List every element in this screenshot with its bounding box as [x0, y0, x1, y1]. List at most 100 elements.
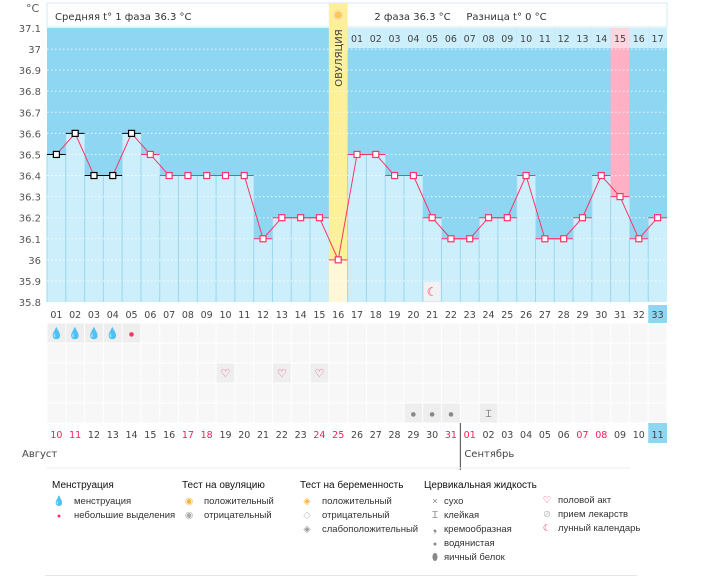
marker-cell	[611, 403, 629, 423]
marker-cell	[442, 323, 460, 343]
current-day-cell	[648, 305, 667, 323]
marker-cell	[235, 323, 254, 343]
marker-cell	[648, 383, 667, 403]
heart-icon: ♡	[221, 367, 231, 380]
date-label: 11	[69, 430, 81, 441]
marker-cell	[479, 363, 498, 383]
temperature-bar	[159, 175, 179, 302]
cycle-day-label: 19	[389, 310, 401, 321]
date-label: 18	[201, 430, 213, 441]
cycle-day-label: 03	[88, 310, 100, 321]
post-ovulation-day: 09	[501, 34, 513, 45]
cycle-day-label: 30	[595, 310, 607, 321]
legend-label: сухо	[444, 496, 464, 507]
post-ovulation-day: 03	[389, 34, 401, 45]
marker-cell	[254, 403, 272, 423]
cycle-day-label: 13	[276, 310, 288, 321]
post-ovulation-day: 08	[482, 34, 494, 45]
phase2-label: 2 фаза 36.3 °C	[374, 12, 450, 23]
moon-cell	[423, 282, 441, 301]
marker-cell	[460, 323, 479, 343]
marker-cell	[517, 343, 535, 363]
y-axis-unit: °C	[26, 2, 40, 15]
marker-cell	[85, 403, 103, 423]
post-ovulation-cell	[422, 28, 442, 48]
temperature-point	[278, 214, 286, 222]
temperature-point	[541, 235, 549, 243]
temperature-point	[109, 171, 117, 180]
post-ovulation-day: 14	[595, 34, 607, 45]
temperature-point	[560, 235, 568, 243]
marker-cell	[103, 383, 122, 403]
marker-cell	[385, 403, 404, 423]
temperature-bar	[253, 238, 273, 302]
cycle-day-label: 18	[370, 310, 382, 321]
marker-cell	[329, 363, 348, 383]
post-ovulation-cell	[347, 28, 367, 48]
temperature-point	[466, 235, 474, 243]
cycle-day-label: 11	[238, 310, 250, 321]
marker-cell	[329, 323, 348, 343]
cycle-day-label: 06	[144, 310, 156, 321]
marker-cell	[66, 343, 85, 363]
legend-pregnancy-test: Тест на беременность ◈ положительный ◇ отр…	[300, 480, 418, 537]
marker-cell	[197, 383, 216, 403]
y-tick-label: 36.6	[19, 129, 41, 140]
cycle-day-label: 32	[633, 310, 645, 321]
marker-cell	[517, 323, 535, 343]
y-tick-label: 36.1	[19, 235, 41, 246]
marker-cell	[423, 383, 442, 403]
marker-cell	[103, 363, 122, 383]
marker-cell	[479, 383, 498, 403]
marker-cell	[197, 403, 216, 423]
ovulation-negative-icon: ◉	[184, 510, 194, 521]
date-label: 04	[520, 430, 532, 441]
temperature-bar	[554, 238, 574, 302]
moon-icon: ☾	[542, 523, 552, 534]
y-tick-label: 36.2	[19, 214, 41, 225]
marker-cell	[160, 383, 179, 403]
marker-cell	[460, 343, 479, 363]
post-ovulation-cell	[629, 28, 649, 48]
marker-cell	[385, 343, 404, 363]
legend-label: водянистая	[444, 538, 495, 549]
cycle-day-label: 14	[295, 310, 307, 321]
date-label: 22	[276, 430, 288, 441]
marker-cell-active	[442, 403, 460, 423]
marker-cell	[535, 363, 554, 383]
temperature-bar	[366, 154, 386, 302]
legend-label: прием лекарств	[558, 509, 629, 520]
marker-cell	[254, 363, 272, 383]
cycle-day-label: 26	[520, 310, 532, 321]
marker-cell	[179, 383, 197, 403]
cycle-day-label: 25	[501, 310, 513, 321]
pregnancy-weak-icon: ◈	[303, 524, 311, 535]
post-ovulation-cell	[516, 28, 536, 48]
marker-cell	[554, 343, 573, 363]
date-label: 16	[163, 430, 175, 441]
marker-cell	[291, 343, 310, 363]
temperature-bar	[535, 238, 555, 302]
menstruation-icon: 💧	[87, 327, 101, 340]
date-label: 28	[389, 430, 401, 441]
marker-cell	[554, 323, 573, 343]
marker-cell	[235, 343, 254, 363]
marker-cell	[291, 403, 310, 423]
cycle-day-label: 04	[107, 310, 119, 321]
date-label: 24	[313, 430, 325, 441]
current-date-cell	[648, 423, 667, 443]
y-tick-label: 36.5	[19, 150, 41, 161]
post-ovulation-cell	[591, 28, 611, 48]
marker-cell	[629, 383, 648, 403]
marker-cell	[160, 323, 179, 343]
marker-cell	[216, 383, 235, 403]
marker-cell	[348, 343, 366, 363]
ovulation-column	[328, 3, 348, 302]
date-label: 17	[182, 430, 194, 441]
date-label: 25	[332, 430, 344, 441]
date-label: 15	[144, 430, 156, 441]
marker-cell	[47, 403, 66, 423]
marker-cell	[442, 383, 460, 403]
marker-cell	[310, 403, 329, 423]
marker-cell	[291, 323, 310, 343]
